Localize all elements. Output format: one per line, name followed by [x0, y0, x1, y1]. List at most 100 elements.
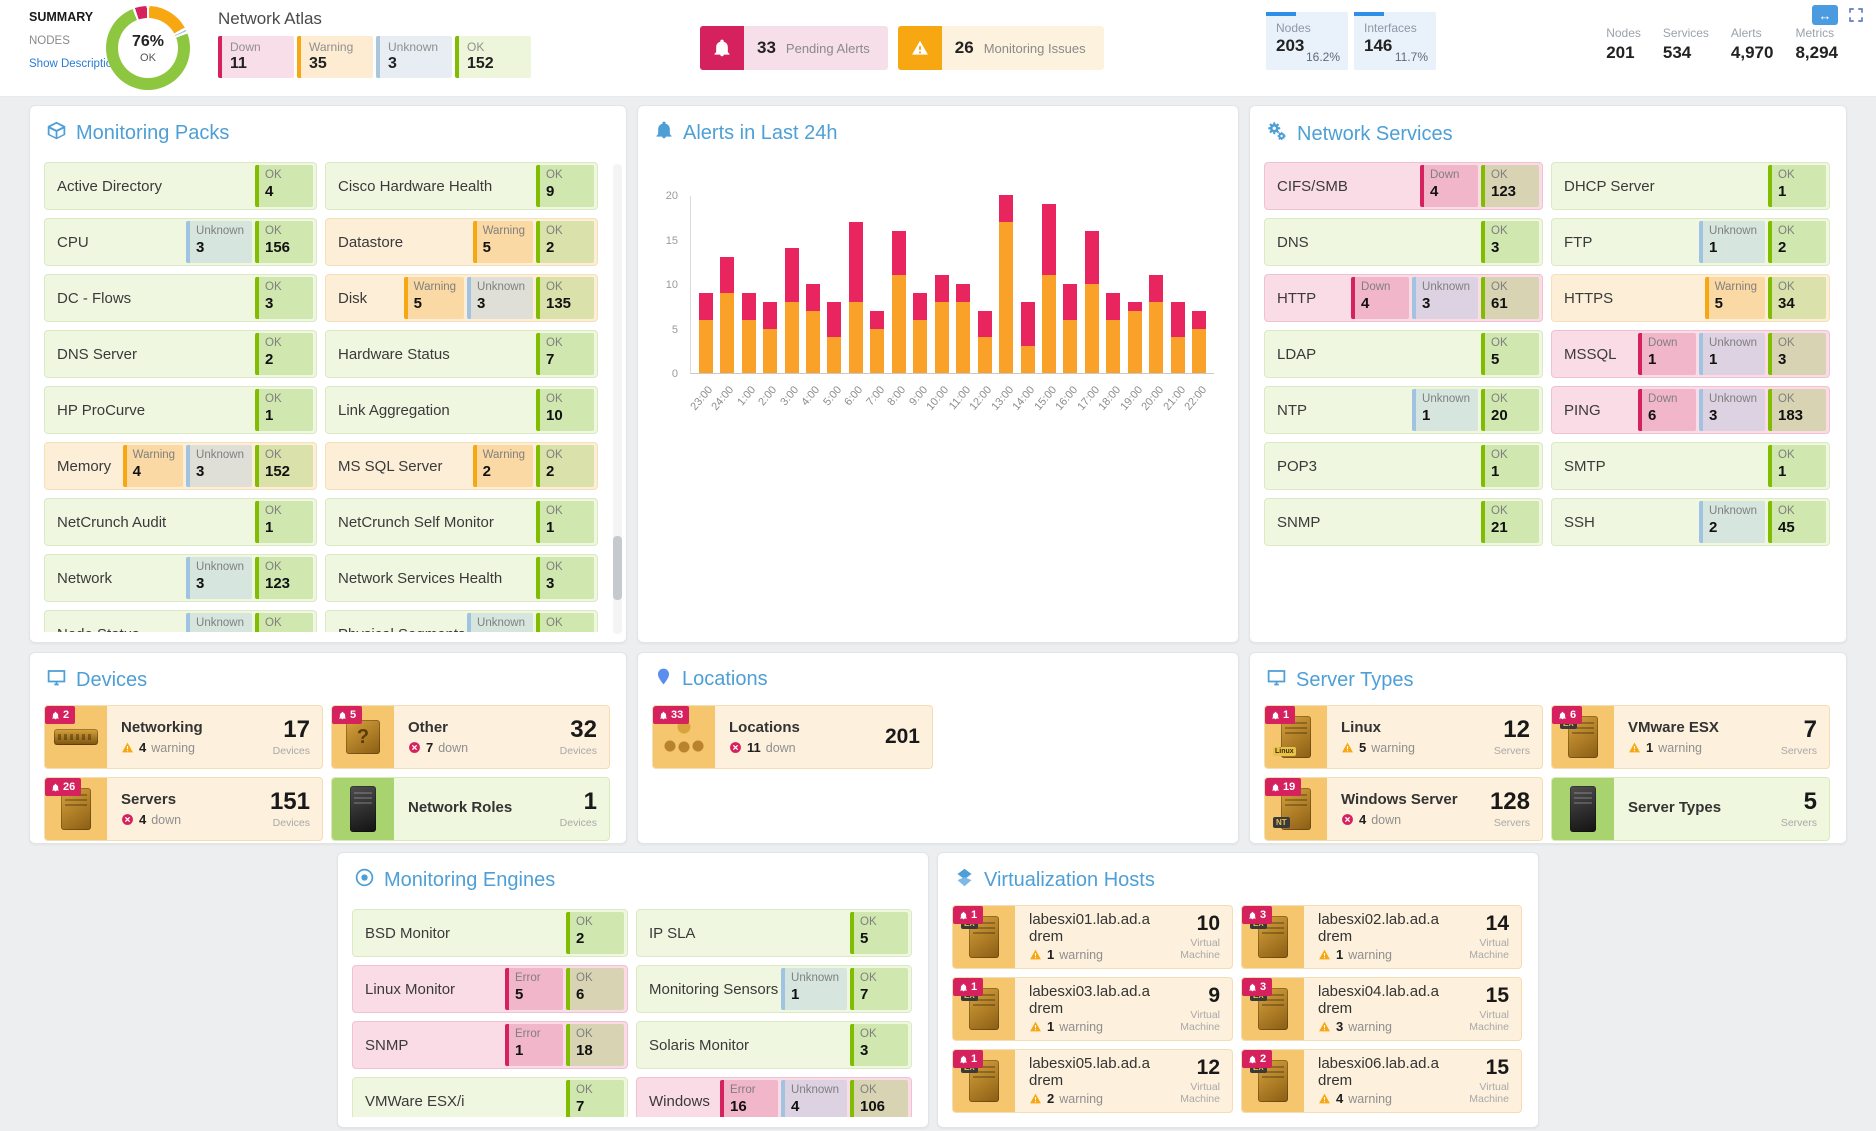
virtualization-host-tile[interactable]: 1 labesxi03.lab.ad.adrem 1 warning — [952, 977, 1233, 1041]
chip-value: 1 — [1648, 350, 1657, 368]
pack-name: Network — [57, 569, 113, 587]
monitoring-pack-tile[interactable]: Memory Warning 4 Unknown — [44, 442, 317, 490]
device-group-tile[interactable]: 2 Networking 4 warning — [44, 705, 323, 769]
nav-summary[interactable]: SUMMARY — [29, 10, 94, 24]
fullscreen-button[interactable] — [1846, 5, 1866, 25]
mini-card-label: Interfaces — [1364, 21, 1417, 35]
network-service-tile[interactable]: DNS OK 3 — [1264, 218, 1543, 266]
monitoring-pack-tile[interactable]: Link Aggregation OK 10 — [325, 386, 598, 434]
network-service-tile[interactable]: SMTP OK 1 — [1551, 442, 1830, 490]
monitoring-pack-tile[interactable]: CPU Unknown 3 OK 156 — [44, 218, 317, 266]
mini-card-value: 203 — [1276, 36, 1305, 55]
network-atlas-summary: Network Atlas Down 11 Warning 35 Unknown — [218, 9, 531, 78]
network-service-tile[interactable]: FTP Unknown 1 OK 2 — [1551, 218, 1830, 266]
monitoring-pack-tile[interactable]: Datastore Warning 5 OK — [325, 218, 598, 266]
monitoring-pack-tile[interactable]: DNS Server OK 2 — [44, 330, 317, 378]
summary-mini-card[interactable]: Interfaces 146 11.7% — [1354, 12, 1436, 70]
summary-mini-card[interactable]: Nodes 203 16.2% — [1266, 12, 1348, 70]
monitoring-pack-tile[interactable]: Physical Segments Unknown OK — [325, 610, 598, 632]
monitoring-issues-pill[interactable]: 26 Monitoring Issues — [897, 26, 1104, 70]
monitoring-engine-tile[interactable]: Linux Monitor Error 5 OK — [352, 965, 628, 1013]
atlas-status-chip[interactable]: OK 152 — [455, 36, 531, 78]
virtualization-host-tile[interactable]: 3 labesxi04.lab.ad.adrem 3 warning — [1241, 977, 1522, 1041]
status-chip: Warning 5 — [1704, 277, 1765, 319]
monitoring-engine-tile[interactable]: BSD Monitor OK 2 — [352, 909, 628, 957]
chip-value: 6 — [576, 985, 585, 1003]
atlas-status-chip[interactable]: Unknown 3 — [376, 36, 452, 78]
header-stat: Nodes 201 — [1606, 26, 1641, 63]
chip-label: Error — [515, 1028, 541, 1040]
layout-toggle-button[interactable]: ↔ — [1812, 5, 1838, 25]
network-service-tile[interactable]: CIFS/SMB Down 4 OK 12 — [1264, 162, 1543, 210]
host-name: labesxi02.lab.ad.adrem — [1318, 911, 1439, 945]
device-group-tile[interactable]: Network Roles 1 Devices — [331, 777, 610, 841]
monitoring-pack-tile[interactable]: Node Status Unknown OK — [44, 610, 317, 632]
server-type-tile[interactable]: Server Types 5 Servers — [1551, 777, 1830, 841]
pack-name: Active Directory — [57, 177, 163, 195]
monitoring-pack-tile[interactable]: MS SQL Server Warning 2 OK — [325, 442, 598, 490]
monitoring-engine-tile[interactable]: VMWare ESX/i OK 7 — [352, 1077, 628, 1117]
status-chip: Unknown 2 — [1699, 501, 1765, 543]
virtualization-host-tile[interactable]: 1 labesxi05.lab.ad.adrem 2 warning — [952, 1049, 1233, 1113]
monitoring-pack-tile[interactable]: NetCrunch Audit OK 1 — [44, 498, 317, 546]
monitoring-engine-tile[interactable]: Solaris Monitor OK 3 — [636, 1021, 912, 1069]
host-name: labesxi06.lab.ad.adrem — [1318, 1055, 1439, 1089]
monitoring-pack-tile[interactable]: Disk Warning 5 Unknown — [325, 274, 598, 322]
locations-tile[interactable]: 33 Locations 11 down — [652, 705, 933, 769]
pending-alerts-pill[interactable]: 33 Pending Alerts — [700, 26, 888, 70]
server-type-tile[interactable]: 19 Windows Server 4 down — [1264, 777, 1543, 841]
monitoring-pack-tile[interactable]: HP ProCurve OK 1 — [44, 386, 317, 434]
status-chip: Down 4 — [1420, 165, 1478, 207]
atlas-status-chip[interactable]: Down 11 — [218, 36, 294, 78]
network-service-tile[interactable]: NTP Unknown 1 OK 20 — [1264, 386, 1543, 434]
alert-count-badge: 2 — [45, 706, 76, 724]
virtualization-host-tile[interactable]: 3 labesxi02.lab.ad.adrem 1 warning — [1241, 905, 1522, 969]
monitoring-pack-tile[interactable]: Network Services Health OK 3 — [325, 554, 598, 602]
network-service-tile[interactable]: DHCP Server OK 1 — [1551, 162, 1830, 210]
monitoring-engine-tile[interactable]: Monitoring Sensors Unknown 1 OK — [636, 965, 912, 1013]
status-chip: OK 5 — [1481, 333, 1539, 375]
group-name: Networking — [121, 719, 203, 736]
status-chip: OK 61 — [1481, 277, 1539, 319]
chip-label: OK — [1491, 449, 1508, 461]
scrollbar[interactable] — [613, 164, 622, 634]
mini-card-percent: 11.7% — [1394, 50, 1428, 64]
chip-label: OK — [1778, 169, 1795, 181]
network-service-tile[interactable]: SSH Unknown 2 OK 45 — [1551, 498, 1830, 546]
group-unit: Devices — [559, 744, 597, 757]
device-group-tile[interactable]: 26 Servers 4 down — [44, 777, 323, 841]
monitoring-engine-tile[interactable]: SNMP Error 1 OK 18 — [352, 1021, 628, 1069]
network-service-tile[interactable]: HTTP Down 4 Unknown 3 — [1264, 274, 1543, 322]
virtualization-host-tile[interactable]: 2 labesxi06.lab.ad.adrem 4 warning — [1241, 1049, 1522, 1113]
chip-value: 5 — [515, 985, 524, 1003]
monitoring-pack-tile[interactable]: Cisco Hardware Health OK 9 — [325, 162, 598, 210]
status-chip: Unknown 1 — [1699, 333, 1765, 375]
chip-label: OK — [576, 1028, 593, 1040]
y-axis-labels: 0 5 10 15 20 — [665, 190, 678, 380]
monitoring-pack-tile[interactable]: Active Directory OK 4 — [44, 162, 317, 210]
monitoring-pack-tile[interactable]: NetCrunch Self Monitor OK 1 — [325, 498, 598, 546]
monitoring-pack-tile[interactable]: Hardware Status OK 7 — [325, 330, 598, 378]
monitoring-pack-tile[interactable]: DC - Flows OK 3 — [44, 274, 317, 322]
network-service-tile[interactable]: SNMP OK 21 — [1264, 498, 1543, 546]
scrollbar-thumb[interactable] — [613, 536, 622, 600]
nav-nodes[interactable]: NODES — [29, 35, 70, 47]
network-service-tile[interactable]: PING Down 6 Unknown 3 — [1551, 386, 1830, 434]
network-service-tile[interactable]: POP3 OK 1 — [1264, 442, 1543, 490]
monitoring-pack-tile[interactable]: Network Unknown 3 OK — [44, 554, 317, 602]
chip-label: Unknown — [196, 225, 244, 237]
server-type-tile[interactable]: 1 Linux 5 warning — [1264, 705, 1543, 769]
virtualization-host-tile[interactable]: 1 labesxi01.lab.ad.adrem 1 warning — [952, 905, 1233, 969]
pack-name: Datastore — [338, 233, 404, 251]
status-chip: OK 3 — [255, 277, 313, 319]
monitoring-engine-tile[interactable]: IP SLA OK 5 — [636, 909, 912, 957]
status-word: down — [1371, 812, 1402, 827]
network-service-tile[interactable]: MSSQL Down 1 Unknown — [1551, 330, 1830, 378]
network-service-tile[interactable]: LDAP OK 5 — [1264, 330, 1543, 378]
monitoring-engine-tile[interactable]: Windows Error 16 Unknown — [636, 1077, 912, 1117]
network-service-tile[interactable]: HTTPS Warning 5 OK 34 — [1551, 274, 1830, 322]
device-group-tile[interactable]: 5 Other 7 down — [331, 705, 610, 769]
atlas-status-chip[interactable]: Warning 35 — [297, 36, 373, 78]
show-descriptions-link[interactable]: Show Descriptions — [29, 58, 125, 70]
server-type-tile[interactable]: 6 VMware ESX 1 warning — [1551, 705, 1830, 769]
